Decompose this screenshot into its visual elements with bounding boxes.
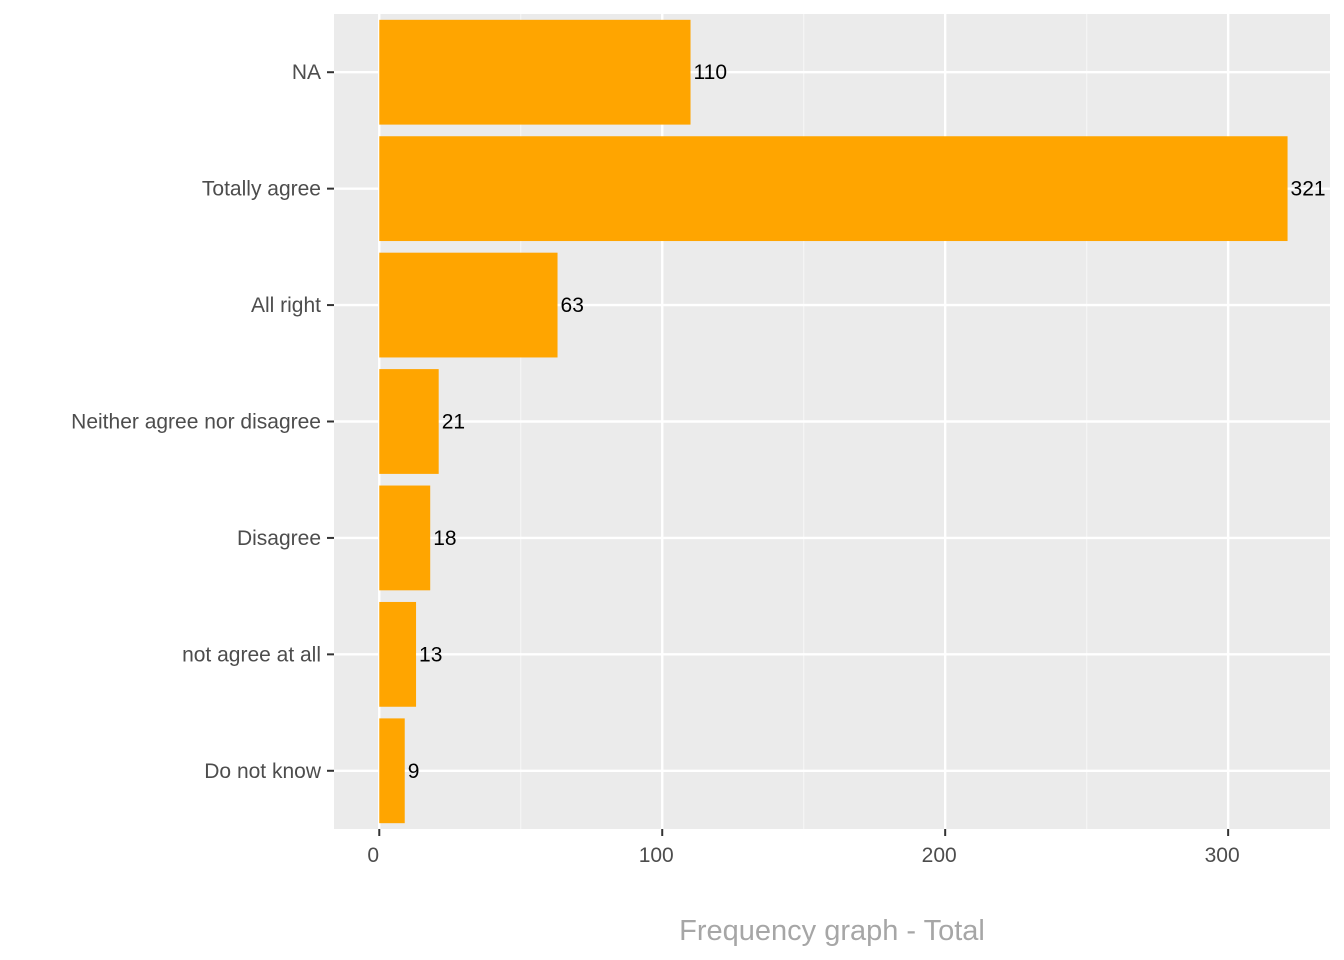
bar [379, 136, 1288, 242]
bar-value-label: 13 [419, 643, 442, 666]
bar-value-label: 63 [561, 294, 584, 317]
x-axis-title: Frequency graph - Total [679, 915, 985, 947]
x-tick-label: 100 [639, 844, 674, 867]
bar [379, 252, 558, 358]
y-axis: NA Totally agree All right Neither agree no… [71, 61, 334, 783]
y-category-label: Totally agree [202, 178, 321, 201]
y-category-label: All right [251, 294, 321, 317]
bar-value-label: 321 [1291, 178, 1326, 201]
y-category-label: Disagree [237, 527, 321, 550]
bar-value-label: 9 [408, 760, 420, 783]
bar-value-label: 18 [433, 527, 456, 550]
bar [379, 19, 691, 125]
bar [379, 601, 417, 707]
bar [379, 369, 439, 474]
bar [379, 485, 431, 591]
y-category-label: Do not know [204, 760, 322, 783]
bar-value-label: 110 [694, 61, 727, 84]
bar-value-label: 21 [442, 411, 465, 434]
bar [379, 718, 405, 824]
x-tick-label: 200 [922, 844, 957, 867]
bars [379, 19, 1288, 824]
y-category-label: NA [292, 61, 321, 84]
y-category-label: Neither agree nor disagree [71, 411, 321, 434]
x-tick-label: 300 [1205, 844, 1240, 867]
y-category-label: not agree at all [182, 643, 321, 666]
x-tick-label: 0 [367, 844, 379, 867]
data-labels: 110 321 63 21 18 13 9 [408, 61, 1326, 783]
x-axis: 0 100 200 300 [367, 829, 1240, 867]
